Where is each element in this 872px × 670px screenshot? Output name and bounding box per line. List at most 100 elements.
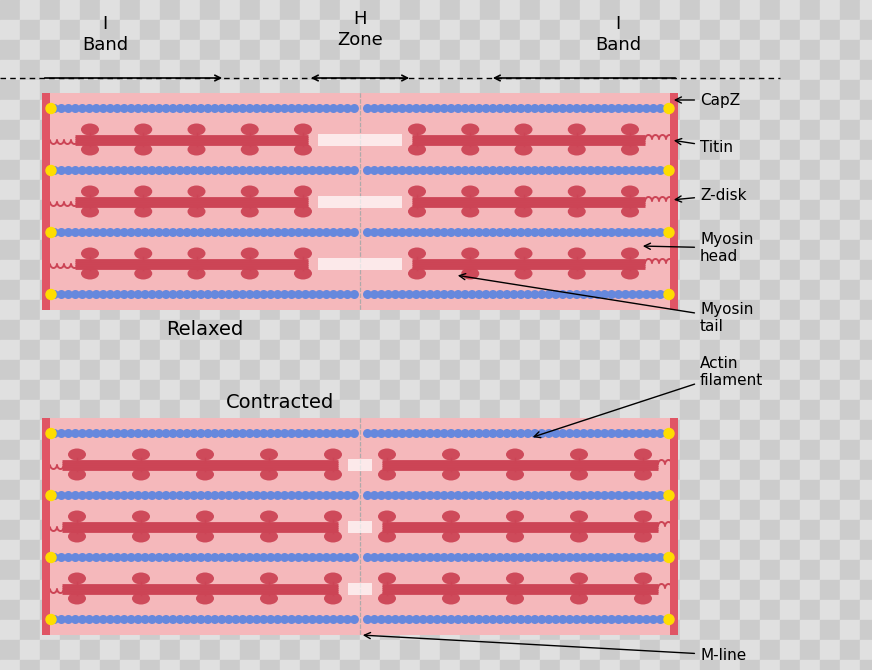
Circle shape [196, 429, 206, 438]
Circle shape [343, 290, 352, 299]
Bar [560, 60, 580, 80]
Circle shape [57, 553, 66, 562]
Bar [80, 600, 100, 620]
Bar [700, 100, 720, 120]
Circle shape [600, 615, 610, 624]
Ellipse shape [506, 448, 524, 460]
Bar [760, 480, 780, 500]
Circle shape [112, 429, 122, 438]
Bar [80, 420, 100, 440]
Circle shape [433, 615, 442, 624]
Bar [860, 260, 872, 280]
Circle shape [140, 166, 150, 175]
Circle shape [614, 615, 623, 624]
Bar [320, 460, 340, 480]
Bar [220, 620, 240, 640]
Bar [640, 520, 660, 540]
Bar [620, 100, 640, 120]
Bar [800, 40, 820, 60]
Circle shape [628, 166, 637, 175]
Bar [460, 0, 480, 20]
Bar [0, 340, 20, 360]
Bar [720, 200, 740, 220]
Circle shape [523, 491, 533, 500]
Bar [820, 160, 840, 180]
Bar [400, 60, 420, 80]
Circle shape [502, 104, 512, 113]
Bar [160, 120, 180, 140]
Circle shape [530, 553, 540, 562]
Bar [480, 260, 500, 280]
Circle shape [140, 429, 150, 438]
Circle shape [147, 553, 157, 562]
Circle shape [663, 228, 672, 237]
Bar [440, 180, 460, 200]
Bar [620, 440, 640, 460]
Bar [640, 400, 660, 420]
Bar [540, 400, 560, 420]
Ellipse shape [132, 468, 150, 480]
Circle shape [433, 553, 442, 562]
Bar [100, 40, 120, 60]
Bar [140, 320, 160, 340]
Circle shape [168, 228, 178, 237]
Bar [20, 440, 40, 460]
Bar [0, 320, 20, 340]
Circle shape [266, 491, 276, 500]
Circle shape [71, 104, 80, 113]
Circle shape [467, 429, 477, 438]
Bar [140, 20, 160, 40]
Bar [260, 580, 280, 600]
Bar [620, 640, 640, 660]
Bar [580, 140, 600, 160]
Circle shape [350, 290, 359, 299]
Bar [140, 460, 160, 480]
Circle shape [453, 166, 463, 175]
Ellipse shape [134, 206, 153, 218]
Bar [340, 180, 360, 200]
Ellipse shape [408, 186, 426, 198]
Bar [360, 640, 380, 660]
Bar [460, 100, 480, 120]
Bar [100, 380, 120, 400]
Bar [780, 380, 800, 400]
Bar [300, 20, 320, 40]
Circle shape [433, 104, 442, 113]
Ellipse shape [514, 143, 533, 155]
Bar [400, 520, 420, 540]
Bar [720, 620, 740, 640]
Bar [40, 660, 60, 670]
Bar [40, 320, 60, 340]
Circle shape [57, 615, 66, 624]
Bar [80, 260, 100, 280]
Circle shape [488, 290, 498, 299]
Bar [280, 660, 300, 670]
Bar [800, 180, 820, 200]
Circle shape [523, 615, 533, 624]
Bar [160, 60, 180, 80]
Bar [260, 20, 280, 40]
Bar [460, 160, 480, 180]
Circle shape [572, 615, 582, 624]
Bar [860, 360, 872, 380]
Bar [120, 140, 140, 160]
Bar [840, 0, 860, 20]
Circle shape [446, 228, 456, 237]
Circle shape [273, 553, 283, 562]
Bar [440, 340, 460, 360]
Bar [60, 0, 80, 20]
Bar [220, 440, 240, 460]
Circle shape [119, 615, 129, 624]
Bar [260, 80, 280, 100]
Circle shape [133, 228, 143, 237]
Circle shape [238, 166, 248, 175]
Bar [860, 460, 872, 480]
Circle shape [112, 228, 122, 237]
Circle shape [308, 166, 317, 175]
Circle shape [112, 553, 122, 562]
Ellipse shape [621, 186, 639, 198]
Bar [600, 600, 620, 620]
Bar [240, 360, 260, 380]
Circle shape [203, 166, 213, 175]
Bar [460, 180, 480, 200]
